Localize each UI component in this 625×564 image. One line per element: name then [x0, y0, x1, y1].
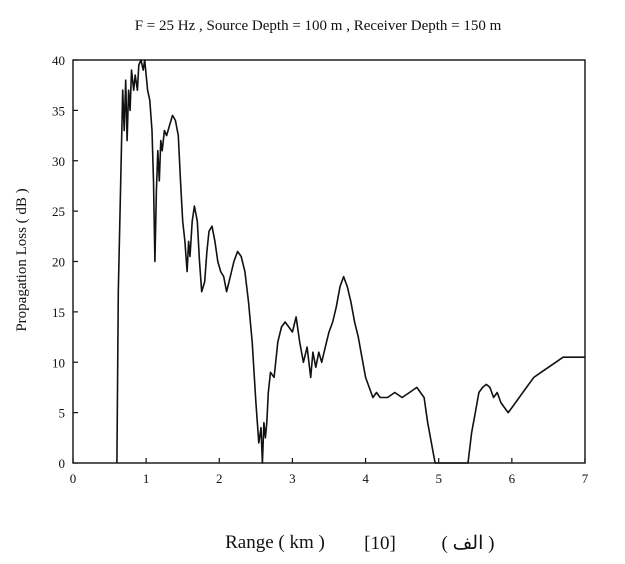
x-axis-label: Range ( km ) [225, 532, 325, 553]
x-tick-label: 5 [435, 471, 442, 486]
y-tick-label: 35 [52, 103, 65, 118]
y-tick-label: 15 [52, 305, 65, 320]
chart-title: F = 25 Hz , Source Depth = 100 m , Recei… [135, 18, 502, 34]
x-tick-label: 0 [70, 471, 77, 486]
y-tick-label: 0 [59, 456, 66, 471]
x-axis-reference: [10] [364, 533, 396, 554]
y-tick-label: 20 [52, 255, 65, 270]
x-tick-label: 6 [509, 471, 516, 486]
x-tick-label: 2 [216, 471, 223, 486]
y-tick-label: 10 [52, 355, 65, 370]
y-tick-label: 5 [59, 406, 66, 421]
x-axis-tag: ( الف ) [442, 533, 495, 554]
y-tick-label: 25 [52, 204, 65, 219]
y-tick-label: 30 [52, 154, 65, 169]
y-axis-label: Propagation Loss ( dB ) [14, 188, 30, 331]
plot-frame [72, 59, 586, 464]
y-tick-label: 40 [52, 53, 65, 68]
x-tick-label: 7 [582, 471, 589, 486]
x-tick-label: 1 [143, 471, 150, 486]
x-tick-label: 4 [362, 471, 369, 486]
series-line [116, 59, 585, 464]
x-tick-label: 3 [289, 471, 296, 486]
